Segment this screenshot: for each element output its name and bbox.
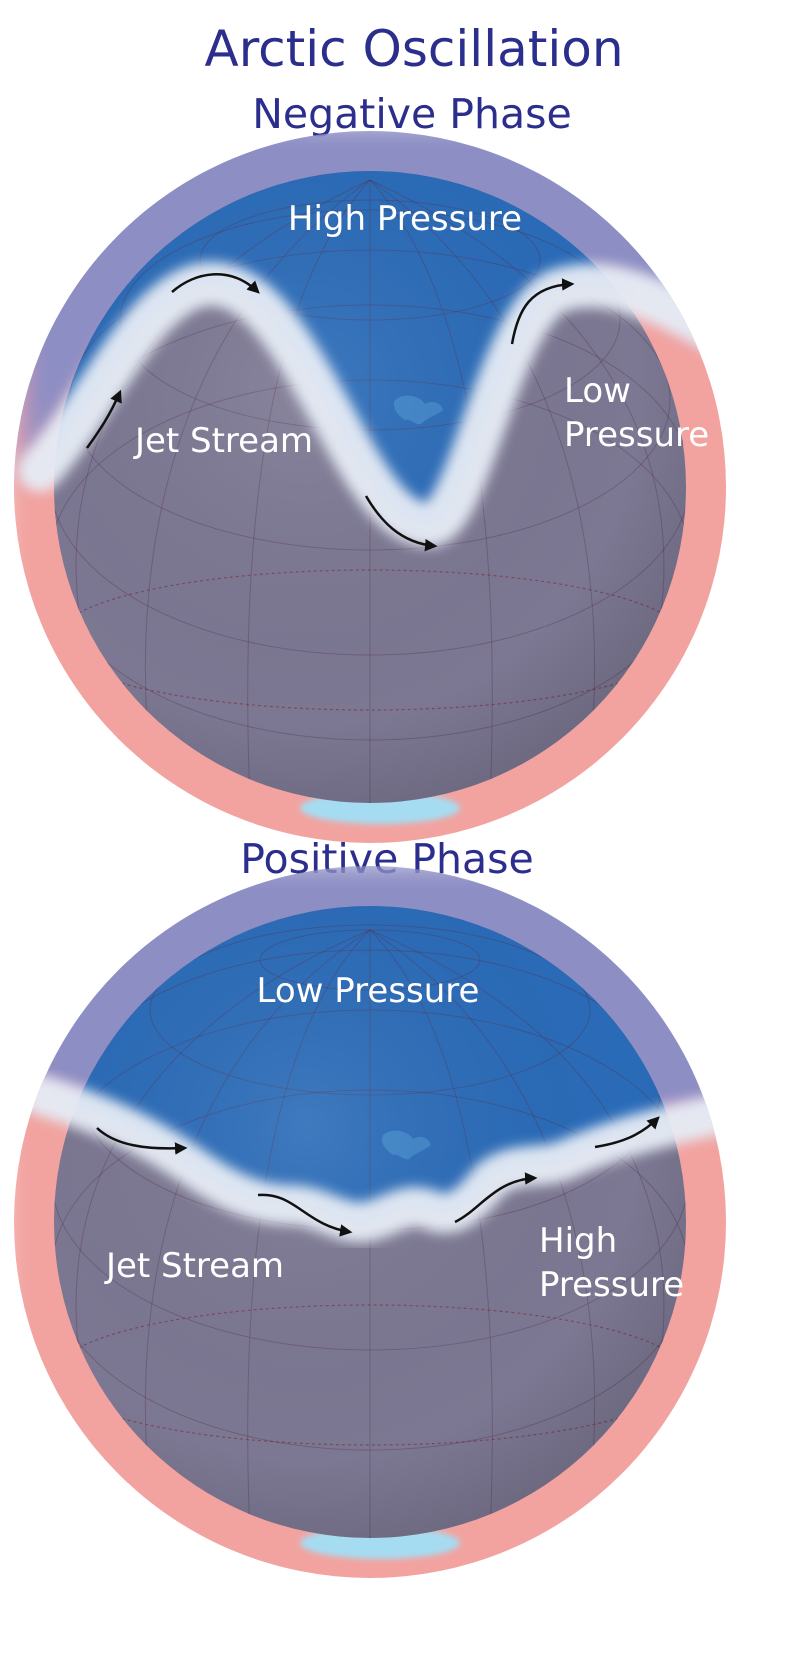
negative-arrow-3 xyxy=(364,495,438,552)
negative-phase-panel: Negative Phase xyxy=(14,90,726,843)
positive-jet-stream xyxy=(20,1075,726,1243)
negative-pressure-top-label: High Pressure xyxy=(288,199,522,239)
negative-pressure-side-label-line2: Pressure xyxy=(564,415,709,455)
positive-pressure-top-label: Low Pressure xyxy=(257,971,480,1011)
negative-jet-stream-label: Jet Stream xyxy=(133,421,313,461)
negative-phase-heading: Negative Phase xyxy=(252,90,571,138)
positive-phase-panel: Positive Phase xyxy=(14,835,726,1578)
negative-arrow-4 xyxy=(510,278,575,345)
negative-arrow-2 xyxy=(171,273,260,294)
negative-arrow-1 xyxy=(85,389,122,449)
positive-arrow-1 xyxy=(96,1127,188,1155)
positive-flow-arrows xyxy=(96,1116,660,1237)
positive-pressure-side-label-line1: High xyxy=(539,1221,617,1261)
positive-arrow-3 xyxy=(454,1172,538,1224)
positive-jet-stream-label: Jet Stream xyxy=(104,1246,284,1286)
negative-pressure-side-label-line1: Low xyxy=(564,371,631,411)
positive-pressure-side-label-line2: Pressure xyxy=(539,1265,684,1305)
negative-flow-arrows xyxy=(85,273,575,552)
page-title: Arctic Oscillation xyxy=(204,20,623,78)
positive-arrow-4 xyxy=(594,1116,660,1149)
positive-arrow-2 xyxy=(257,1193,353,1237)
